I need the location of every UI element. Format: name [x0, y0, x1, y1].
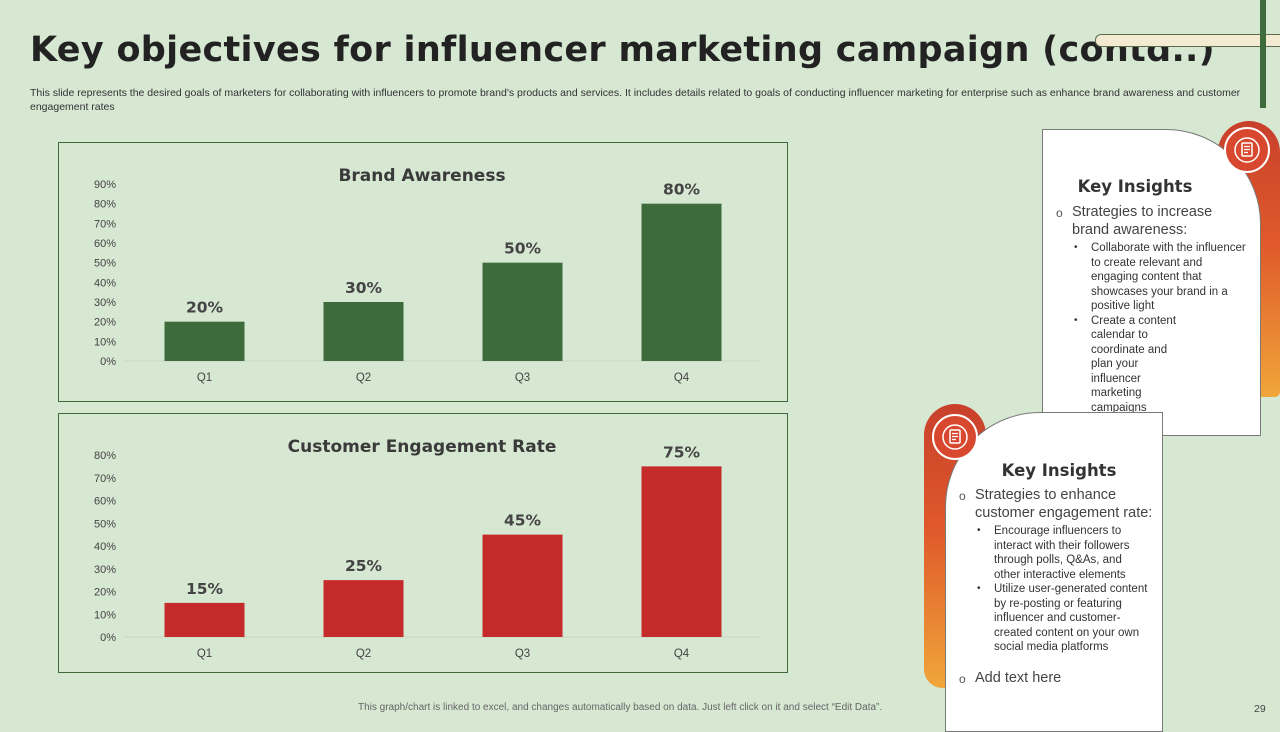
- chart-title: Customer Engagement Rate: [288, 437, 557, 457]
- data-label: 75%: [663, 443, 701, 461]
- data-label: 80%: [663, 181, 701, 199]
- insight-card-1-bullets: Collaborate with the influencer to creat…: [1072, 241, 1250, 415]
- bar-q1: [164, 321, 245, 361]
- bar-q2: [323, 580, 404, 637]
- category-label: Q2: [356, 372, 371, 384]
- insight-card-2-bullet-1: Encourage influencers to interact with t…: [975, 524, 1157, 582]
- bar-q3: [482, 262, 563, 361]
- insight-card-2-main: Strategies to enhance customer engagemen…: [957, 486, 1157, 655]
- y-tick-label: 90%: [94, 179, 116, 191]
- document-icon: [1224, 127, 1270, 173]
- insight-card-1-main-text: Strategies to increase brand awareness:: [1072, 204, 1213, 238]
- insight-card-2-list: Strategies to enhance customer engagemen…: [957, 486, 1157, 688]
- category-label: Q3: [515, 648, 530, 660]
- document-icon-glyph: [1234, 137, 1260, 163]
- chart-title: Brand Awareness: [338, 166, 505, 186]
- data-label: 45%: [504, 512, 542, 530]
- y-tick-label: 20%: [94, 587, 116, 599]
- category-label: Q4: [674, 648, 690, 660]
- slide-title: Key objectives for influencer marketing …: [30, 30, 1215, 70]
- insight-card-1-list: Strategies to increase brand awareness: …: [1054, 203, 1250, 448]
- bar-q1: [164, 602, 245, 637]
- insight-card-1-heading: Key Insights: [1077, 177, 1193, 196]
- insight-card-2-add-text[interactable]: Add text here: [957, 669, 1157, 688]
- y-tick-label: 30%: [94, 564, 116, 576]
- customer-engagement-chart[interactable]: Customer Engagement Rate 0% 10% 20% 30% 40% 50…: [58, 413, 788, 673]
- category-label: Q2: [356, 648, 371, 660]
- category-label: Q1: [197, 648, 212, 660]
- y-tick-label: 40%: [94, 541, 116, 553]
- y-tick-label: 0%: [100, 356, 116, 368]
- bar-q4: [641, 203, 722, 361]
- bar-q3: [482, 534, 563, 637]
- insight-card-2-heading: Key Insights: [1001, 461, 1117, 480]
- insight-card-1-bullet-1: Collaborate with the influencer to creat…: [1072, 241, 1250, 314]
- footer-note: This graph/chart is linked to excel, and…: [358, 702, 883, 713]
- data-label: 25%: [345, 557, 383, 575]
- insight-card-2-bullets: Encourage influencers to interact with t…: [975, 524, 1157, 655]
- data-label: 20%: [186, 299, 224, 317]
- category-label: Q3: [515, 372, 530, 384]
- y-tick-label: 30%: [94, 297, 116, 309]
- bar-q2: [323, 302, 404, 361]
- y-tick-label: 10%: [94, 336, 116, 348]
- document-icon-glyph: [942, 424, 968, 450]
- brand-awareness-chart-svg: Brand Awareness 0% 10% 20% 30% 40% 50% 60% 70% 80…: [94, 166, 761, 384]
- y-tick-label: 70%: [94, 218, 116, 230]
- y-tick-label: 60%: [94, 496, 116, 508]
- data-label: 50%: [504, 240, 542, 258]
- document-icon: [932, 414, 978, 460]
- y-tick-label: 80%: [94, 450, 116, 462]
- insight-card-1-bullet-2: Create a content calendar to coordinate …: [1072, 314, 1250, 416]
- y-tick-label: 60%: [94, 238, 116, 250]
- y-tick-label: 50%: [94, 518, 116, 530]
- y-tick-label: 20%: [94, 317, 116, 329]
- y-tick-label: 0%: [100, 632, 116, 644]
- data-label: 30%: [345, 279, 383, 297]
- decorative-bar: [1095, 34, 1280, 47]
- y-tick-label: 40%: [94, 277, 116, 289]
- insight-card-2-main-text: Strategies to enhance customer engagemen…: [975, 487, 1153, 521]
- decorative-line: [1260, 0, 1266, 108]
- insight-card-1-main: Strategies to increase brand awareness: …: [1054, 203, 1250, 415]
- category-label: Q1: [197, 372, 212, 384]
- category-label: Q4: [674, 372, 690, 384]
- slide-subtitle: This slide represents the desired goals …: [30, 87, 1241, 113]
- brand-awareness-chart[interactable]: Brand Awareness 0% 10% 20% 30% 40% 50% 60% 70% 80…: [58, 142, 788, 402]
- page-number: 29: [1254, 703, 1266, 715]
- y-tick-label: 80%: [94, 199, 116, 211]
- y-tick-label: 10%: [94, 609, 116, 621]
- data-label: 15%: [186, 580, 224, 598]
- y-tick-label: 70%: [94, 473, 116, 485]
- bar-q4: [641, 466, 722, 637]
- y-tick-label: 50%: [94, 258, 116, 270]
- customer-engagement-chart-svg: Customer Engagement Rate 0% 10% 20% 30% 40% 50…: [94, 437, 761, 660]
- insight-card-2-bullet-2: Utilize user-generated content by re-pos…: [975, 582, 1157, 655]
